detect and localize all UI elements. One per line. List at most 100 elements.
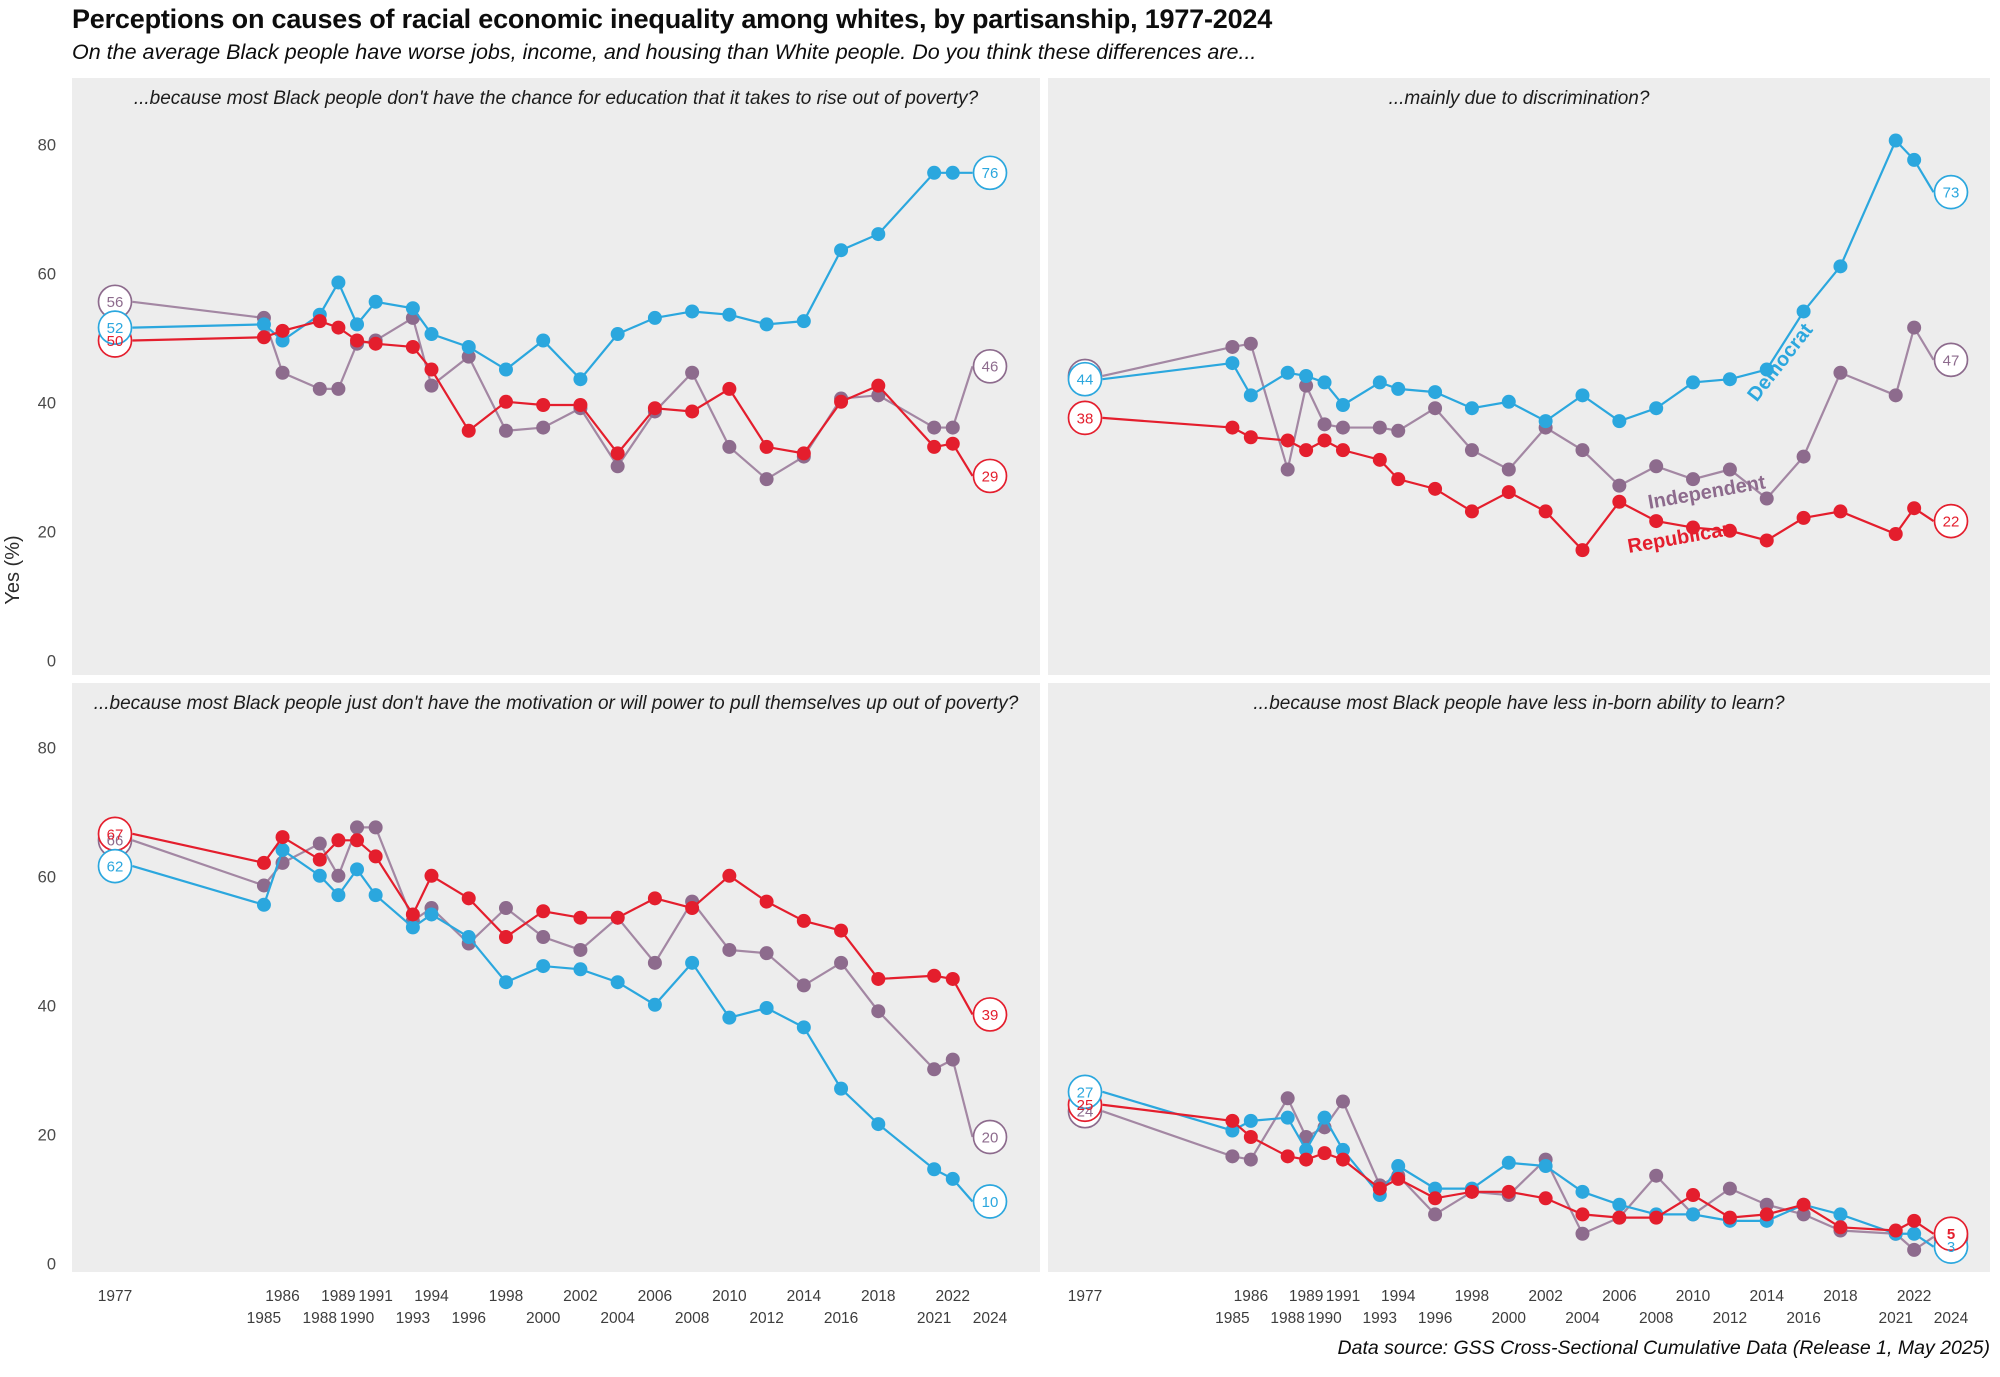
annotation-republican: Republican [1626, 518, 1736, 558]
panel-discrimination: ...mainly due to discrimination? 44 38 73 47… [1048, 78, 1990, 675]
x-tick: 2024 [1933, 1310, 1969, 1327]
democrat-value-bubble [97, 848, 133, 884]
x-tick: 1977 [1067, 1288, 1103, 1305]
republican-value-label: 50 [107, 333, 124, 350]
x-tick: 1989 [1288, 1288, 1324, 1305]
democrat-value-bubble [972, 155, 1008, 191]
republican-points [256, 314, 960, 461]
x-tick: 2002 [563, 1288, 598, 1305]
x-tick: 2018 [1823, 1288, 1858, 1305]
democrat-value-label: 44 [1077, 372, 1094, 389]
democrat-points [256, 842, 960, 1186]
x-tick: 1991 [1325, 1288, 1361, 1305]
panel-title-motivation: ...because most Black people just don't … [94, 693, 1019, 714]
x-tick: 1986 [1233, 1288, 1269, 1305]
republican-value-label: 29 [982, 468, 999, 485]
panel-education: ...because most Black people don't have … [72, 78, 1040, 675]
republican-points [256, 830, 960, 986]
x-tick: 1985 [1215, 1310, 1250, 1327]
democrat-value-bubble [97, 310, 133, 345]
x-tick: 1991 [358, 1288, 393, 1305]
democrat-points [256, 165, 960, 387]
y-tick: 20 [37, 523, 56, 542]
x-tick: 1985 [246, 1310, 282, 1327]
independent-points [1225, 320, 1922, 506]
independent-value-label: 56 [107, 294, 124, 311]
democrat-line [1102, 1090, 1935, 1248]
x-tick: 2022 [1896, 1288, 1932, 1305]
democrat-value-bubble [1067, 1074, 1103, 1110]
independent-value-label: 46 [982, 359, 999, 376]
x-tick: 2022 [935, 1288, 971, 1305]
independent-value-bubble [972, 348, 1008, 384]
democrat-value-label: 3 [1947, 1239, 1955, 1256]
x-tick: 2000 [1491, 1310, 1527, 1327]
democrat-line [132, 171, 973, 381]
y-tick: 80 [37, 739, 56, 758]
x-tick: 2012 [749, 1310, 784, 1327]
panel-title-education: ...because most Black people don't have … [134, 88, 979, 109]
republican-value-label: 67 [107, 826, 124, 843]
y-tick: 0 [46, 1255, 56, 1274]
democrat-line [1102, 138, 1935, 423]
republican-points [1225, 1113, 1922, 1238]
x-tick: 2010 [1675, 1288, 1711, 1305]
democrat-value-label: 52 [107, 320, 124, 337]
x-tick: 2002 [1528, 1288, 1563, 1305]
x-tick: 2006 [1602, 1288, 1637, 1305]
independent-value-label: 24 [1077, 1104, 1094, 1121]
democrat-value-label: 10 [982, 1194, 999, 1211]
republican-value-label: 39 [982, 1007, 999, 1024]
republican-line [1102, 416, 1935, 552]
x-tick: 1994 [1380, 1288, 1416, 1305]
democrat-value-bubble [1067, 361, 1103, 397]
x-tick: 1998 [488, 1288, 524, 1305]
annotation-democrat: Democrat [1743, 319, 1817, 406]
x-tick: 2014 [786, 1288, 822, 1305]
x-tick: 2012 [1712, 1310, 1748, 1327]
x-tick: 2010 [712, 1288, 747, 1305]
x-tick: 2021 [1878, 1310, 1913, 1327]
independent-line [1102, 324, 1935, 501]
data-source: Data source: GSS Cross-Sectional Cumulat… [1337, 1337, 1990, 1359]
republican-value-bubble [972, 458, 1008, 494]
democrat-value-label: 76 [982, 165, 999, 182]
chart-subtitle: On the average Black people have worse j… [72, 40, 1257, 64]
republican-value-label: 5 [1947, 1226, 1955, 1243]
x-tick: 1996 [1417, 1310, 1453, 1327]
democrat-value-bubble [1933, 174, 1969, 210]
republican-value-label: 22 [1943, 514, 1960, 531]
y-tick: 60 [37, 868, 56, 887]
x-tick: 1988 [302, 1310, 338, 1327]
x-tick: 2014 [1749, 1288, 1784, 1305]
x-tick: 2004 [1565, 1310, 1600, 1327]
democrat-value-label: 73 [1943, 185, 1960, 202]
independent-value-label: 47 [1943, 352, 1960, 369]
democrat-value-label: 27 [1077, 1084, 1094, 1101]
x-tick: 1993 [395, 1310, 431, 1327]
y-tick: 80 [37, 136, 56, 155]
y-tick: 20 [37, 1126, 56, 1145]
x-tick: 1990 [1307, 1310, 1342, 1327]
x-tick: 1988 [1270, 1310, 1305, 1327]
x-tick: 1998 [1454, 1288, 1490, 1305]
x-tick: 2008 [1638, 1310, 1674, 1327]
x-tick: 2018 [861, 1288, 896, 1305]
x-tick: 1977 [97, 1288, 133, 1305]
republican-points [1225, 420, 1922, 558]
y-tick: 0 [46, 652, 56, 671]
panel-title-discrimination: ...mainly due to discrimination? [1389, 88, 1650, 109]
republican-value-bubble [1067, 400, 1103, 436]
x-tick: 1993 [1362, 1310, 1398, 1327]
x-tick: 1986 [265, 1288, 300, 1305]
x-tick: 2008 [674, 1310, 710, 1327]
y-tick: 60 [37, 265, 56, 284]
democrat-value-bubble [972, 1184, 1008, 1219]
x-tick: 2016 [1786, 1310, 1821, 1327]
republican-value-label: 25 [1077, 1097, 1094, 1114]
y-tick: 40 [37, 394, 56, 413]
x-tick: 2006 [637, 1288, 673, 1305]
x-tick: 1989 [321, 1288, 356, 1305]
x-tick: 2024 [972, 1310, 1008, 1327]
